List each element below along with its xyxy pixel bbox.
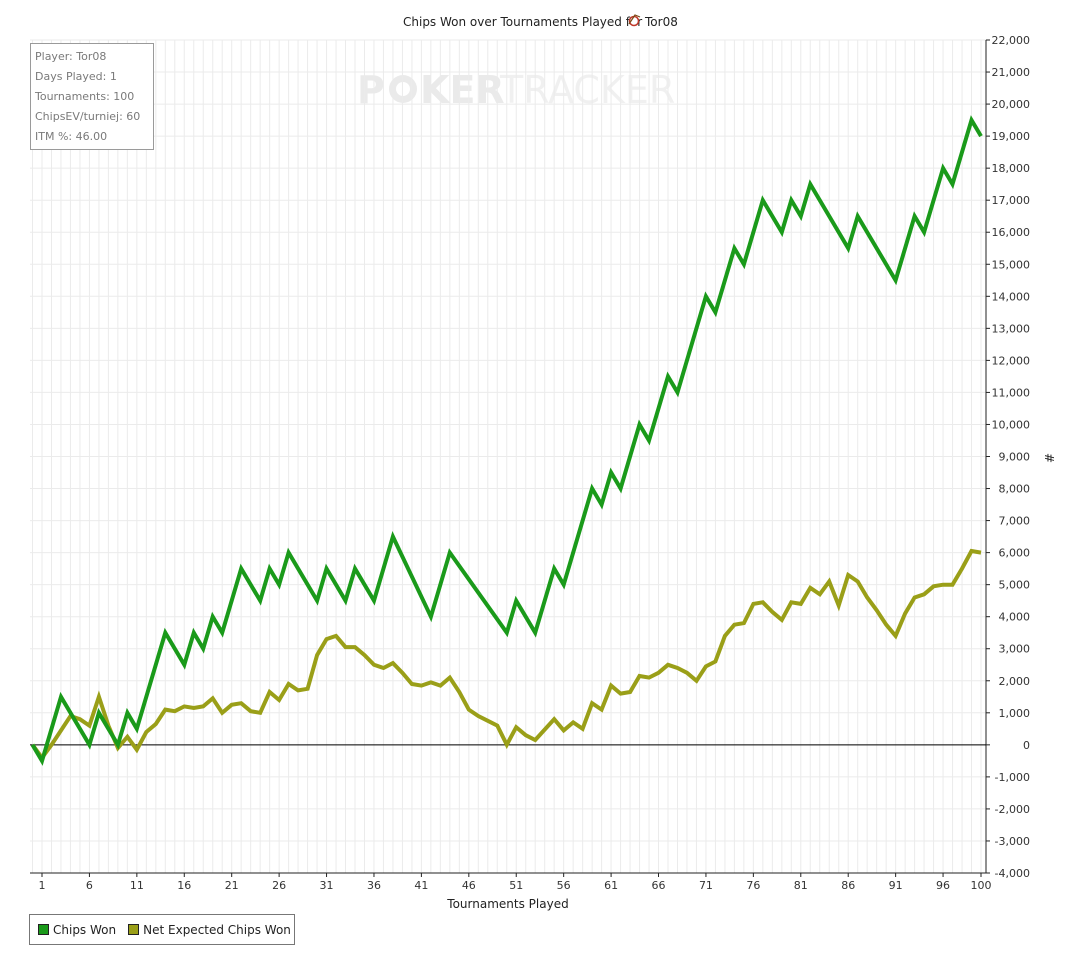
chart-title-player: Tor08 [644,15,678,29]
y-tick-label: 17,000 [992,194,1031,207]
y-tick-label: 2,000 [999,675,1031,688]
y-tick-label: -1,000 [995,771,1030,784]
chart-title-group: Chips Won over Tournaments Played for To… [403,14,678,29]
y-tick-label: 9,000 [999,451,1031,464]
y-tick-label: 0 [1023,739,1030,752]
chip-icon [389,75,417,103]
y-tick-label: 18,000 [992,162,1031,175]
x-tick-label: 36 [367,879,381,892]
y-tick-label: 14,000 [992,290,1031,303]
x-tick-label: 56 [557,879,571,892]
x-tick-label: 21 [225,879,239,892]
x-tick-label: 16 [177,879,191,892]
x-tick-label: 26 [272,879,286,892]
legend-swatch-net-expected [128,924,140,935]
site-logo-icon [628,14,641,27]
series-line-net-expected-chips-won [30,548,982,762]
y-tick-label: 8,000 [999,483,1031,496]
y-tick-label: 6,000 [999,547,1031,560]
x-tick-label: 46 [462,879,476,892]
x-tick-label: 11 [130,879,144,892]
legend-label-net-expected: Net Expected Chips Won [143,922,291,937]
legend-label-chips-won: Chips Won [53,922,117,937]
x-tick-label: 81 [794,879,808,892]
y-tick-label: 5,000 [999,579,1031,592]
x-tick-label: 1 [39,879,46,892]
y-tick-label: 22,000 [992,34,1031,47]
y-axis-title: # [1042,453,1056,463]
y-tick-label: 7,000 [999,515,1031,528]
legend-item-net-expected[interactable]: Net Expected Chips Won [128,923,291,937]
y-tick-label: -4,000 [995,867,1030,880]
x-tick-label: 96 [936,879,950,892]
series-layer [30,115,983,766]
grid-lines [30,39,986,874]
y-tick-label: 3,000 [999,643,1031,656]
x-tick-label: 6 [86,879,93,892]
x-tick-label: 51 [509,879,523,892]
y-tick-label: 12,000 [992,354,1031,367]
tick-labels: 1 6 11 16 21 26 31 36 41 46 51 56 61 66 71 76 81 86 91 96 10… [39,34,1031,892]
x-axis-title: Tournaments Played [446,897,568,911]
x-tick-label: 76 [746,879,760,892]
y-tick-label: 13,000 [992,322,1031,335]
y-tick-label: 4,000 [999,611,1031,624]
legend-swatch-chips-won [38,924,49,935]
watermark-text-2: KER [420,68,505,112]
y-tick-label: 11,000 [992,386,1031,399]
axes [30,39,990,877]
y-tick-label: 21,000 [992,66,1031,79]
y-tick-label: 19,000 [992,130,1031,143]
watermark-text-3: TRACKER [499,68,675,112]
info-itm: ITM %: 46.00 [35,130,108,143]
series-line-chips-won [30,115,983,766]
x-tick-label: 66 [652,879,666,892]
legend: Chips Won Net Expected Chips Won [29,914,295,945]
x-tick-label: 86 [841,879,855,892]
x-tick-label: 100 [971,879,992,892]
player-stats-box: Player: Tor08 Days Played: 1 Tournaments… [30,43,154,150]
legend-item-chips-won[interactable]: Chips Won [38,923,116,937]
y-tick-label: -2,000 [995,803,1030,816]
x-tick-label: 41 [414,879,428,892]
watermark-text-1: P [357,68,385,112]
x-tick-label: 31 [320,879,334,892]
chart-title: Chips Won over Tournaments Played for [403,15,642,29]
y-tick-label: 20,000 [992,98,1031,111]
x-tick-label: 71 [699,879,713,892]
y-tick-label: -3,000 [995,835,1030,848]
y-tick-label: 16,000 [992,226,1031,239]
pokertracker-watermark: P KER TRACKER [357,68,675,112]
info-tournaments: Tournaments: 100 [35,90,135,103]
info-player: Player: Tor08 [35,50,107,63]
y-tick-label: 15,000 [992,258,1031,271]
x-tick-label: 91 [889,879,903,892]
x-tick-label: 61 [604,879,618,892]
y-tick-label: 10,000 [992,418,1031,431]
y-tick-label: 1,000 [999,707,1031,720]
info-days-played: Days Played: 1 [35,70,117,83]
info-chips-ev: ChipsEV/turniej: 60 [35,110,141,123]
